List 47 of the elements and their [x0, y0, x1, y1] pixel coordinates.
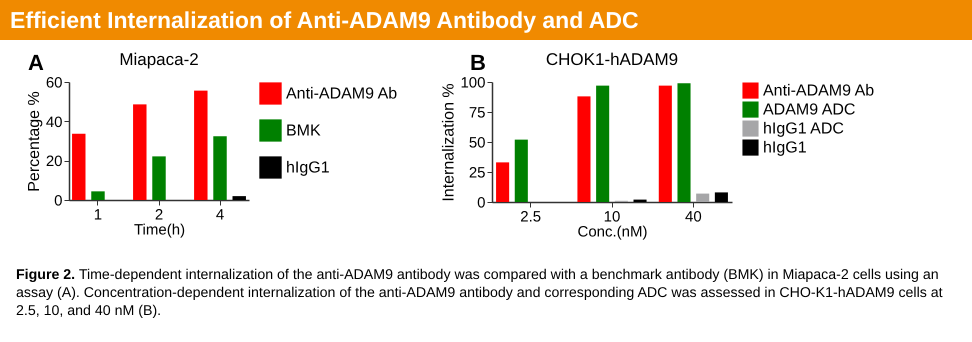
bar	[714, 192, 728, 202]
bar	[596, 86, 610, 202]
x-tick-label: 4	[216, 206, 224, 224]
y-tick-label: 0	[477, 194, 486, 212]
legend-label: BMK	[286, 122, 321, 140]
legend-label: hIgG1	[763, 140, 807, 156]
x-axis-title: Conc.(nM)	[577, 224, 648, 240]
x-tick-label: 2.5	[520, 208, 542, 226]
bar	[91, 191, 105, 200]
bar	[677, 83, 691, 202]
bar	[152, 156, 166, 200]
text: B	[470, 50, 486, 76]
y-tick-label: 60	[46, 74, 62, 92]
bar	[577, 96, 591, 202]
bar	[514, 140, 528, 202]
y-axis-title: Internalization %	[440, 83, 458, 202]
text: Efficient Internalization of Anti-ADAM9 Antibody and ADC	[0, 0, 972, 42]
x-tick-label: 10	[604, 208, 620, 226]
legend-label: hIgG1 ADC	[763, 120, 844, 138]
y-tick-label: 25	[468, 164, 486, 182]
bar	[496, 162, 510, 202]
bar	[658, 86, 672, 202]
legend-label: Anti-ADAM9 Ab	[763, 82, 874, 100]
y-tick-label: 50	[468, 134, 486, 152]
bar	[213, 136, 227, 200]
caption: Figure 2.	[16, 267, 76, 283]
x-tick-label: 40	[685, 208, 702, 226]
legend-label: ADAM9 ADC	[763, 102, 856, 118]
y-tick-label: 40	[46, 114, 62, 131]
bar	[696, 194, 710, 202]
x-tick-label: 2	[154, 206, 164, 224]
y-tick-label: 0	[54, 192, 62, 210]
bar	[194, 90, 208, 200]
y-axis-title: Percentage %	[26, 91, 43, 192]
chart-title: CHOK1-hADAM9	[546, 50, 678, 69]
legend-label: hIgG1	[286, 160, 330, 176]
legend-label: Anti-ADAM9 Ab	[286, 86, 398, 102]
text: A	[28, 50, 44, 76]
y-tick-label: 75	[468, 104, 486, 122]
y-tick-label: 100	[460, 74, 486, 92]
chart-title: Miapaca-2	[119, 50, 199, 69]
bar	[72, 134, 86, 200]
y-tick-label: 20	[46, 153, 62, 170]
x-tick-label: 1	[94, 206, 102, 224]
bar	[232, 196, 246, 200]
bar	[133, 104, 147, 200]
x-axis-title: Time(h)	[134, 222, 186, 238]
